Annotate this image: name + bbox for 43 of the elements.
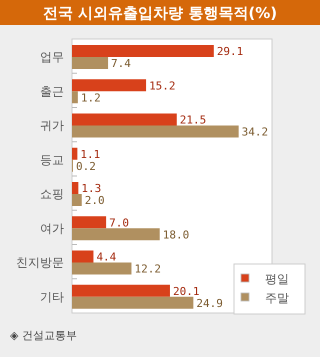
data-label: 7.4 xyxy=(111,57,132,70)
y-tick-label: 업무 xyxy=(40,50,64,64)
data-label: 1.1 xyxy=(80,148,100,161)
data-label: 15.2 xyxy=(149,79,176,92)
data-label: 1.2 xyxy=(80,91,101,104)
y-tick-label: 등교 xyxy=(40,152,64,167)
y-tick-label: 출근 xyxy=(40,84,64,98)
bar xyxy=(72,296,194,309)
data-label: 20.1 xyxy=(172,284,200,298)
bar xyxy=(72,194,82,206)
bar xyxy=(72,250,94,262)
y-tick-label: 친지방문 xyxy=(16,256,64,270)
bar xyxy=(72,114,177,126)
data-label: 24.9 xyxy=(196,296,223,310)
legend-label: 평일 xyxy=(265,272,289,286)
bar xyxy=(72,284,170,297)
y-tick-label: 기타 xyxy=(40,290,64,304)
data-label: 0.2 xyxy=(76,160,96,173)
legend-label: 주말 xyxy=(265,291,289,305)
bar xyxy=(72,79,146,92)
bar xyxy=(72,57,108,69)
bar xyxy=(72,45,214,57)
text: ◈ 건설교통부 xyxy=(10,329,77,342)
bar xyxy=(72,91,78,104)
data-label: 4.4 xyxy=(96,250,117,264)
data-label: 1.3 xyxy=(81,182,102,195)
data-label: 34.2 xyxy=(242,126,268,138)
y-tick-label: 여가 xyxy=(40,221,64,236)
data-label: 12.2 xyxy=(134,262,161,276)
bar xyxy=(72,228,160,240)
data-label: 2.0 xyxy=(84,194,105,207)
bar xyxy=(72,262,132,274)
data-label: 7.0 xyxy=(109,216,129,230)
y-tick-label: 쇼핑 xyxy=(40,187,64,202)
data-label: 18.0 xyxy=(162,228,190,242)
data-label: 29.1 xyxy=(216,45,244,58)
chart-title: 전국 시외유출입차량 통행목적(%) xyxy=(42,4,278,22)
bar xyxy=(72,216,106,228)
data-label: 21.5 xyxy=(180,114,206,126)
bar xyxy=(72,126,239,138)
y-tick-label: 귀가 xyxy=(40,118,64,133)
bar xyxy=(72,148,78,160)
bar xyxy=(72,182,78,194)
